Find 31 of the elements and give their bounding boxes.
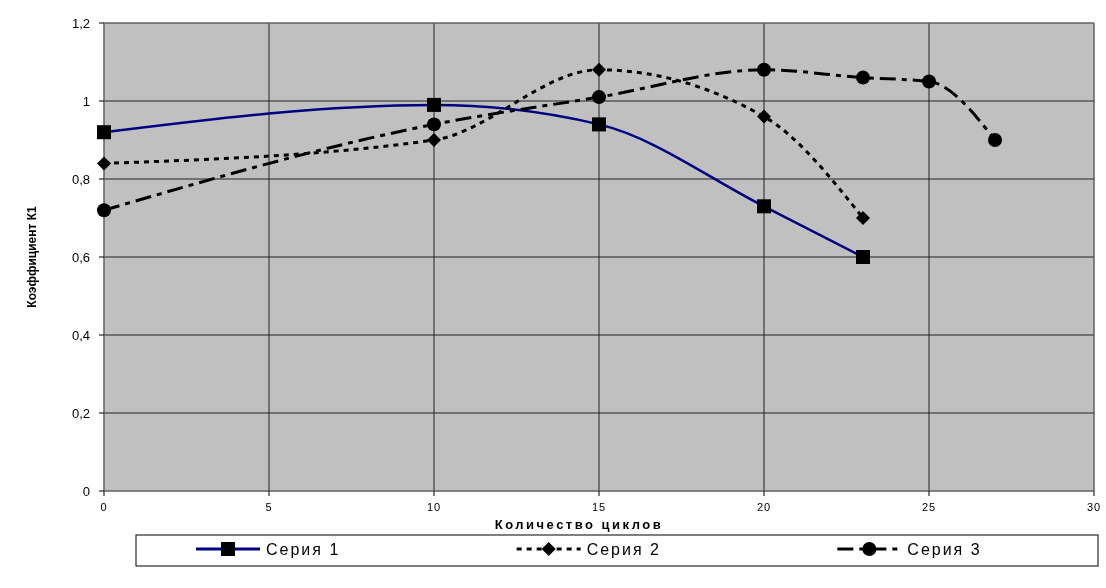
x-axis-title: Количество циклов [494,517,664,532]
x-tick-label: 30 [1086,501,1102,513]
y-tick-label: 0,6 [71,250,90,265]
y-tick-label: 0,2 [71,406,90,421]
point [97,203,111,218]
legend-label: Серия 1 [266,541,341,558]
y-tick-label: 0 [82,484,90,499]
x-tick-label: 20 [756,501,772,513]
point [592,90,606,105]
legend-label: Серия 2 [586,541,661,558]
y-tick-label: 1 [82,94,90,109]
point [427,133,441,147]
legend-label: Серия 3 [907,541,982,558]
point [856,70,870,85]
point [856,211,870,225]
point [922,74,936,89]
point [592,62,606,77]
x-tick-label: 0 [100,501,108,513]
x-tick-label: 5 [265,501,273,513]
y-tick-label: 1,2 [71,16,90,31]
x-tick-label: 25 [921,501,937,513]
point [97,156,111,171]
point [757,62,771,77]
point [427,117,441,132]
point [757,109,771,124]
x-tick-label: 15 [591,501,607,513]
x-tick-label: 10 [426,501,442,513]
point [988,133,1002,147]
y-tick-label: 0,8 [71,172,90,187]
y-axis-title: Коэффициент К1 [25,205,39,308]
y-tick-label: 0,4 [71,328,90,343]
